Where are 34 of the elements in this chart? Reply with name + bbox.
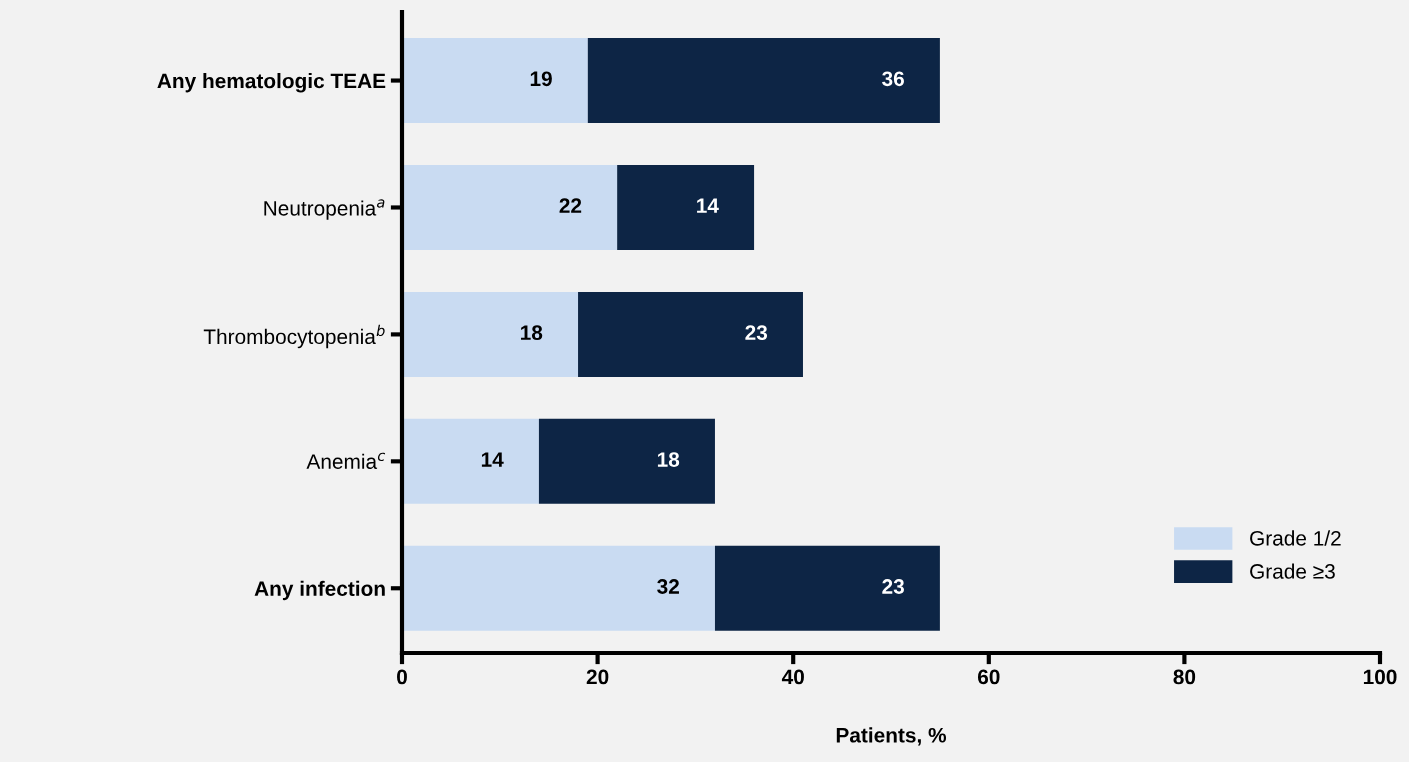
data-label: 18 (521, 325, 543, 340)
bar (402, 418, 539, 504)
bar (402, 38, 588, 124)
bar (402, 291, 579, 377)
x-tick-label: 80 (1173, 669, 1196, 685)
y-tick-label: Thrombocytopenia$^{b}$ (203, 324, 385, 349)
data-label: 32 (657, 579, 679, 594)
data-label: 14 (697, 198, 719, 213)
x-tick-label: 0 (397, 669, 407, 685)
bar (402, 164, 618, 250)
data-label: 18 (657, 452, 680, 467)
bar (578, 291, 803, 377)
x-tick-label: 60 (977, 669, 1000, 685)
bar (587, 38, 940, 124)
bar (714, 545, 940, 631)
data-label: 36 (882, 71, 904, 87)
data-label: 22 (559, 198, 582, 213)
y-tick-label: Anemia$^{c}$ (306, 452, 386, 469)
y-tick-label: Neutropenia$^{a}$ (264, 199, 385, 220)
x-axis-title: Patients, % (836, 727, 947, 746)
data-label: 23 (745, 325, 768, 341)
bar (538, 418, 715, 504)
x-tick-label: 40 (781, 669, 804, 685)
bar (402, 545, 715, 631)
data-label: 14 (481, 452, 504, 467)
bar (617, 164, 755, 250)
data-label: 23 (882, 579, 904, 594)
legend-label: Grade ≥3 (1250, 563, 1335, 579)
legend-label: Grade 1/2 (1250, 530, 1341, 546)
data-label: 19 (530, 71, 552, 87)
x-tick-label: 100 (1363, 669, 1397, 685)
y-tick-label: Any hematologic TEAE (157, 72, 386, 93)
y-tick-label: Any infection (254, 580, 385, 601)
x-tick-label: 20 (586, 669, 609, 685)
